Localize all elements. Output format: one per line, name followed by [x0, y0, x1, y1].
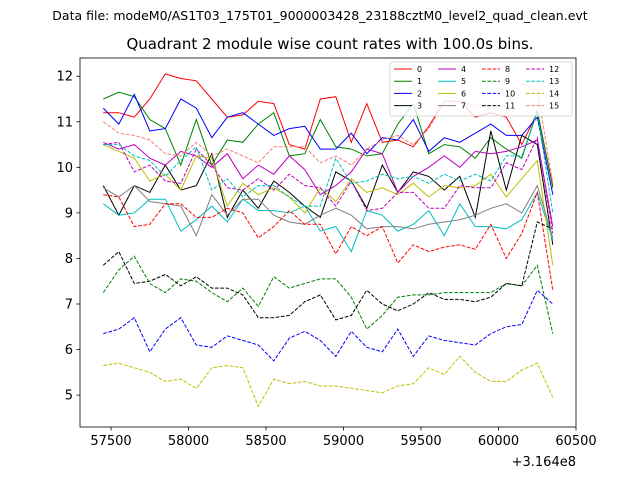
- x-tick-label: 59500: [400, 434, 441, 449]
- legend-label-7: 7: [461, 102, 466, 111]
- file-line: Data file: modeM0/AS1T03_175T01_90000034…: [52, 8, 587, 23]
- series-line-7: [103, 184, 554, 239]
- legend-label-0: 0: [417, 65, 422, 74]
- legend-label-10: 10: [505, 89, 515, 98]
- legend-box: [389, 61, 573, 117]
- legend-label-6: 6: [461, 89, 466, 98]
- x-tick-label: 58000: [168, 434, 209, 449]
- x-tick-label: 59000: [323, 434, 364, 449]
- legend-label-3: 3: [417, 102, 422, 111]
- y-tick-label: 11: [56, 115, 73, 130]
- legend-label-14: 14: [549, 89, 559, 98]
- y-tick-label: 10: [56, 161, 73, 176]
- axes-layer: 57500 58000 58500 59000 59500 60000 60500 5 6 7 8 9…: [56, 57, 597, 449]
- x-tick-label: 60000: [478, 434, 519, 449]
- series-line-8: [103, 190, 554, 291]
- plot-area: [80, 58, 576, 427]
- series-line-0: [103, 73, 554, 186]
- x-tick-label: 57500: [90, 434, 131, 449]
- series-line-2: [102, 93, 554, 195]
- legend-label-2: 2: [417, 89, 422, 98]
- legend-label-5: 5: [461, 77, 466, 86]
- legend-label-9: 9: [505, 77, 510, 86]
- legend-label-12: 12: [549, 65, 559, 74]
- x-tick-label: 60500: [555, 434, 596, 449]
- y-tick-label: 6: [65, 343, 73, 358]
- y-tick-label: 9: [65, 206, 73, 221]
- series-line-12: [103, 136, 554, 234]
- legend-label-13: 13: [549, 77, 559, 86]
- chart-title: Quadrant 2 module wise count rates with …: [126, 35, 533, 53]
- y-tick-label: 7: [65, 298, 73, 313]
- x-tick-label: 58500: [245, 434, 286, 449]
- legend-label-15: 15: [549, 102, 559, 111]
- legend-label-4: 4: [461, 65, 466, 74]
- y-tick-label: 8: [65, 252, 73, 267]
- legend-label-11: 11: [505, 102, 515, 111]
- axes-frame: [79, 57, 577, 428]
- series-line-13: [103, 112, 554, 213]
- series-line-9: [102, 255, 554, 334]
- series-line-5: [103, 191, 554, 253]
- y-tick-label: 12: [56, 70, 73, 85]
- series-line-10: [103, 289, 554, 362]
- series-line-4: [103, 139, 554, 227]
- plot-background: [80, 58, 576, 427]
- legend-label-8: 8: [505, 65, 510, 74]
- y-tick-label: 5: [65, 389, 73, 404]
- series-layer: [102, 73, 554, 408]
- series-line-1: [103, 91, 554, 188]
- series-line-11: [102, 221, 554, 321]
- x-offset-label: +3.164e8: [512, 455, 576, 470]
- series-line-6: [103, 144, 554, 266]
- legend-label-1: 1: [417, 77, 422, 86]
